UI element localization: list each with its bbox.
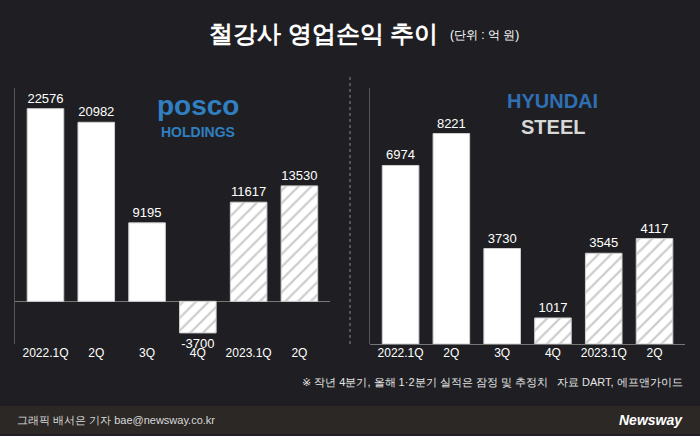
svg-text:3545: 3545	[589, 235, 618, 250]
svg-text:20982: 20982	[78, 104, 114, 119]
svg-text:4117: 4117	[641, 221, 669, 236]
svg-text:13530: 13530	[281, 168, 317, 183]
svg-text:6974: 6974	[386, 147, 415, 162]
svg-text:9195: 9195	[133, 205, 162, 220]
svg-text:3730: 3730	[488, 231, 517, 246]
svg-text:11617: 11617	[231, 184, 266, 199]
svg-text:4Q: 4Q	[545, 346, 561, 360]
svg-text:posco: posco	[157, 90, 239, 121]
svg-text:HOLDINGS: HOLDINGS	[161, 124, 235, 140]
svg-text:2022.1Q: 2022.1Q	[378, 346, 424, 360]
svg-text:※ 작년 4분기, 올해 1·2분기 실적은 잠정 및 추정: ※ 작년 4분기, 올해 1·2분기 실적은 잠정 및 추정치 자료 DART,…	[302, 376, 683, 388]
svg-text:1017: 1017	[538, 300, 567, 315]
svg-text:2Q: 2Q	[291, 346, 307, 360]
svg-text:3Q: 3Q	[494, 346, 510, 360]
svg-text:-3700: -3700	[181, 336, 214, 351]
svg-text:2Q: 2Q	[443, 346, 459, 360]
svg-text:그래픽 배서은 기자 bae@newsway.co.kr: 그래픽 배서은 기자 bae@newsway.co.kr	[17, 414, 215, 426]
svg-text:8221: 8221	[437, 116, 466, 131]
svg-text:철강사 영업손익 추이: 철강사 영업손익 추이	[209, 20, 438, 47]
svg-text:4Q: 4Q	[190, 346, 206, 360]
svg-text:STEEL: STEEL	[521, 116, 585, 138]
svg-text:(단위 : 억 원): (단위 : 억 원)	[450, 28, 519, 42]
svg-text:Newsway: Newsway	[619, 412, 683, 428]
svg-text:22576: 22576	[27, 91, 63, 106]
svg-text:2023.1Q: 2023.1Q	[581, 346, 627, 360]
svg-text:2023.1Q: 2023.1Q	[226, 346, 272, 360]
svg-text:3Q: 3Q	[139, 346, 155, 360]
svg-text:2Q: 2Q	[647, 346, 663, 360]
svg-text:2Q: 2Q	[88, 346, 104, 360]
svg-text:HYUNDAI: HYUNDAI	[507, 90, 598, 112]
svg-text:2022.1Q: 2022.1Q	[22, 346, 68, 360]
